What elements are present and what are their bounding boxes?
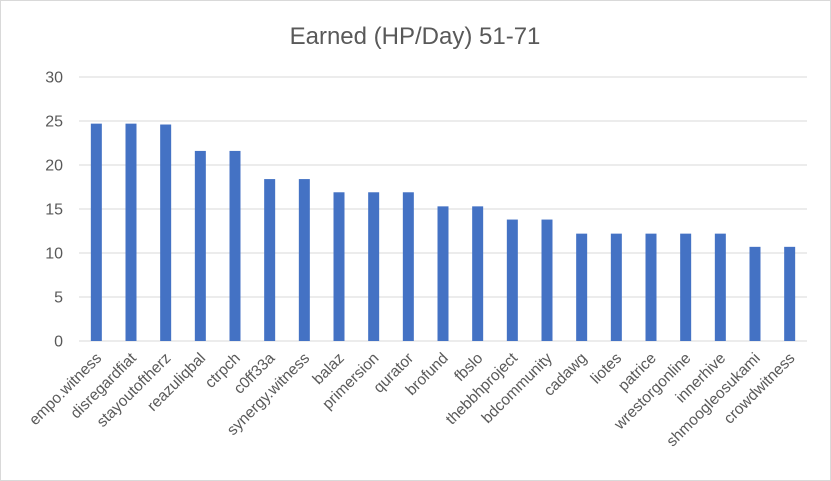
bar: [541, 219, 553, 341]
bar: [90, 123, 102, 341]
bars: [90, 123, 796, 342]
y-tick-label: 5: [54, 290, 63, 307]
bar: [576, 233, 588, 341]
y-tick-label: 10: [45, 246, 63, 263]
bar: [229, 150, 241, 341]
bar: [645, 233, 657, 341]
bar: [472, 206, 484, 341]
y-tick-label: 25: [45, 114, 63, 131]
bar: [298, 179, 310, 341]
bar: [506, 219, 518, 341]
y-tick-label: 0: [54, 334, 63, 351]
x-axis-ticks: empo.witnessdisregardfiatstayoutoftherzr…: [26, 349, 799, 450]
y-tick-label: 30: [45, 70, 63, 87]
bar: [160, 124, 172, 342]
y-tick-label: 20: [45, 158, 63, 175]
bar: [680, 233, 692, 341]
bar: [125, 123, 137, 341]
bar: [194, 150, 206, 341]
y-tick-label: 15: [45, 202, 63, 219]
bar: [749, 246, 761, 341]
bar: [784, 246, 796, 341]
bar: [714, 233, 726, 341]
bar: [402, 192, 414, 341]
bar: [437, 206, 449, 341]
y-axis-ticks: 0 5 10 15 20 25 30: [45, 70, 63, 351]
chart-title: Earned (HP/Day) 51-71: [290, 23, 541, 50]
bar: [610, 233, 622, 341]
bar: [264, 179, 276, 341]
bar: [368, 192, 380, 341]
bar: [333, 192, 345, 341]
